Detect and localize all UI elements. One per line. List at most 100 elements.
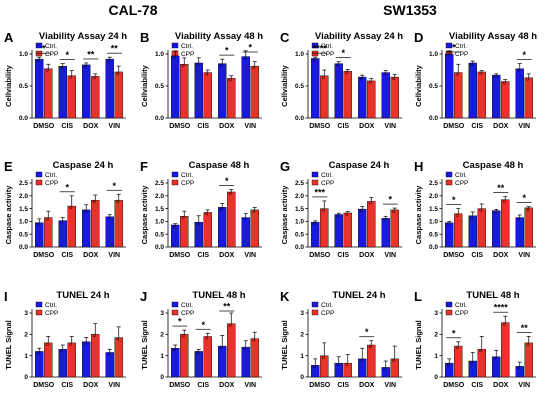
data-point	[196, 351, 200, 355]
data-point	[92, 334, 96, 338]
bar	[194, 351, 203, 378]
x-tick-label: VIN	[518, 382, 530, 389]
x-tick-label: DOX	[359, 252, 375, 259]
x-tick-label: CIS	[337, 252, 349, 259]
data-point	[69, 342, 73, 346]
y-tick-label: 2.5	[429, 180, 438, 187]
panel-letter: F	[140, 159, 148, 174]
panel-title: Caspase 48 h	[189, 160, 250, 171]
legend-label: CPP	[45, 310, 58, 317]
data-point	[368, 345, 372, 348]
bar	[454, 72, 463, 119]
panel-letter: J	[140, 289, 147, 304]
y-tick-label: 3	[434, 310, 438, 317]
significance-label: *	[248, 43, 252, 53]
x-tick-label: DMSO	[443, 252, 465, 259]
panel-title: Viability Assay 24 h	[39, 31, 127, 42]
legend-swatch	[445, 179, 453, 186]
data-point	[359, 358, 363, 362]
y-tick-label: 1.5	[295, 206, 304, 213]
data-point	[345, 213, 349, 216]
bar	[454, 213, 463, 248]
x-tick-label: CIS	[61, 382, 73, 389]
x-tick-label: DMSO	[33, 382, 55, 389]
significance-label: *	[65, 50, 69, 60]
bar	[91, 199, 100, 248]
y-tick-label: 1	[24, 353, 28, 360]
x-tick-label: CIS	[61, 123, 73, 130]
data-point	[243, 217, 247, 221]
data-point	[36, 222, 40, 226]
bar	[390, 209, 399, 248]
panel-title: TUNEL 24 h	[332, 290, 385, 301]
y-tick-label: 1.5	[19, 206, 28, 213]
x-tick-label: DMSO	[443, 382, 465, 389]
bar	[227, 78, 236, 119]
bar	[367, 201, 376, 248]
data-point	[196, 222, 200, 226]
bar	[311, 221, 320, 248]
y-tick-label: 1.5	[429, 206, 438, 213]
y-tick-label: 1.0	[429, 51, 438, 58]
data-point	[252, 338, 256, 342]
panel-title: TUNEL 24 h	[56, 290, 109, 301]
panel-letter: A	[4, 30, 14, 45]
panel-title: Caspase 48 h	[463, 160, 524, 171]
data-point	[502, 199, 506, 203]
x-tick-label: DOX	[83, 123, 99, 130]
y-tick-label: 1	[300, 353, 304, 360]
legend-swatch	[311, 309, 319, 316]
x-tick-label: VIN	[244, 382, 256, 389]
x-tick-label: DOX	[493, 123, 509, 130]
bar	[35, 58, 44, 119]
data-point	[228, 323, 232, 327]
bar	[343, 71, 352, 119]
legend-label: Ctrl.	[181, 302, 193, 309]
legend-swatch	[445, 309, 453, 316]
data-point	[526, 342, 530, 346]
data-point	[219, 346, 223, 350]
bar	[44, 342, 53, 378]
x-tick-label: DMSO	[169, 252, 191, 259]
legend-label: Ctrl.	[181, 43, 193, 50]
data-point	[359, 209, 363, 213]
bar	[334, 63, 343, 119]
significance-label: *	[65, 182, 69, 192]
legend-label: Ctrl.	[455, 43, 467, 50]
bar	[320, 75, 329, 119]
bar	[58, 220, 67, 248]
y-tick-label: 0.5	[295, 83, 304, 90]
y-axis-label: TUNEL Signal	[280, 320, 289, 369]
panel-letter: H	[414, 159, 423, 174]
legend-swatch	[35, 179, 43, 186]
y-tick-label: 2	[24, 332, 28, 339]
y-tick-label: 0.0	[429, 115, 438, 122]
bar	[250, 338, 259, 378]
legend-swatch	[445, 42, 453, 49]
panel-letter: C	[280, 30, 290, 45]
bar	[311, 58, 320, 119]
x-tick-label: VIN	[108, 123, 120, 130]
x-tick-label: DOX	[83, 382, 99, 389]
bar	[194, 62, 203, 119]
x-tick-label: DOX	[493, 382, 509, 389]
y-tick-label: 0	[24, 374, 28, 381]
x-tick-label: VIN	[384, 382, 396, 389]
y-tick-label: 2.5	[155, 180, 164, 187]
bar	[524, 77, 533, 119]
bar	[501, 322, 510, 378]
bar	[194, 221, 203, 248]
bar	[241, 217, 250, 248]
data-point	[69, 206, 73, 209]
y-tick-label: 2.0	[19, 193, 28, 200]
data-point	[252, 209, 256, 213]
y-tick-label: 3	[160, 310, 164, 317]
significance-label: ***	[314, 187, 325, 197]
bar	[58, 65, 67, 119]
bar	[203, 72, 212, 119]
data-point	[455, 213, 459, 217]
data-point	[107, 59, 111, 63]
bar	[367, 80, 376, 119]
